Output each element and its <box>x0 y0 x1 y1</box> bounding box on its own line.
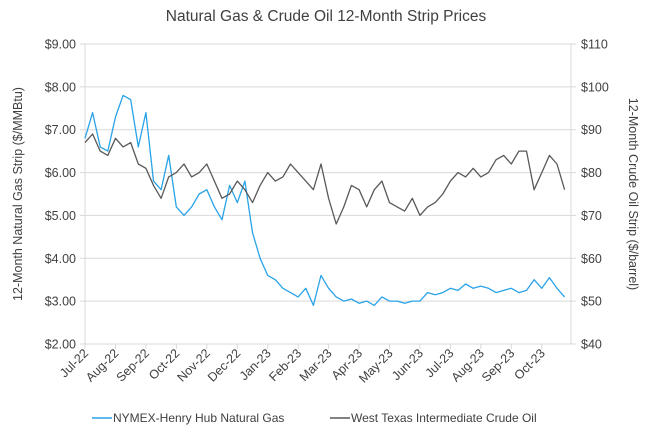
y-axis-ticks: $2.00 $3.00 $4.00 $5.00 $6.00 $7.00 $8.00 $9.00 <box>45 38 85 352</box>
y2-tick-label: $100 <box>581 80 609 94</box>
x-tick-label: Sep-22 <box>114 346 152 384</box>
y2-tick-label: $40 <box>581 338 602 352</box>
x-tick-label: Mar-23 <box>297 346 335 384</box>
y2-tick-label: $60 <box>581 252 602 266</box>
x-tick-label: May-23 <box>356 346 395 385</box>
legend-label-oil: West Texas Intermediate Crude Oil <box>351 411 537 425</box>
x-tick-label: Aug-22 <box>83 346 121 384</box>
x-tick-label: Jun-23 <box>389 346 426 383</box>
y-tick-label: $2.00 <box>45 338 76 352</box>
x-tick-label: Dec-22 <box>205 346 243 384</box>
chart-title: Natural Gas & Crude Oil 12-Month Strip P… <box>166 8 487 25</box>
x-tick-label: Jan-23 <box>237 346 274 383</box>
y-tick-label: $8.00 <box>45 80 76 94</box>
y-tick-label: $7.00 <box>45 123 76 137</box>
y2-axis-ticks: $40 $50 $60 $70 $80 $90 $100 $110 <box>571 38 609 352</box>
y-tick-label: $9.00 <box>45 38 76 52</box>
axes <box>84 44 572 345</box>
gridlines <box>85 43 571 302</box>
x-tick-label: Aug-23 <box>449 346 487 384</box>
x-tick-label: Sep-23 <box>479 346 517 384</box>
y-tick-label: $4.00 <box>45 252 76 266</box>
x-tick-label: Nov-22 <box>175 346 213 384</box>
y2-tick-label: $90 <box>581 123 602 137</box>
y-tick-label: $3.00 <box>45 295 76 309</box>
y2-tick-label: $50 <box>581 295 602 309</box>
legend-label-gas: NYMEX-Henry Hub Natural Gas <box>113 411 284 425</box>
y2-tick-label: $110 <box>581 38 608 52</box>
legend: NYMEX-Henry Hub Natural Gas West Texas I… <box>92 411 537 425</box>
y-axis-title: 12-Month Natural Gas Strip ($/MMBtu) <box>11 87 25 301</box>
series-lines <box>84 94 566 307</box>
series-line-crude-oil <box>84 133 566 225</box>
y2-tick-label: $70 <box>581 209 602 223</box>
y2-axis-title: 12-Month Crude Oil Strip ($/barrel) <box>626 98 640 290</box>
x-tick-label: Feb-23 <box>266 346 304 384</box>
y-tick-label: $5.00 <box>45 209 76 223</box>
y-tick-label: $6.00 <box>45 166 76 180</box>
series-line-natural-gas <box>84 94 566 307</box>
y2-tick-label: $80 <box>581 166 602 180</box>
x-tick-label: Oct-23 <box>511 346 547 382</box>
x-axis-ticks: Jul-22Aug-22Sep-22Oct-22Nov-22Dec-22Jan-… <box>57 344 548 386</box>
